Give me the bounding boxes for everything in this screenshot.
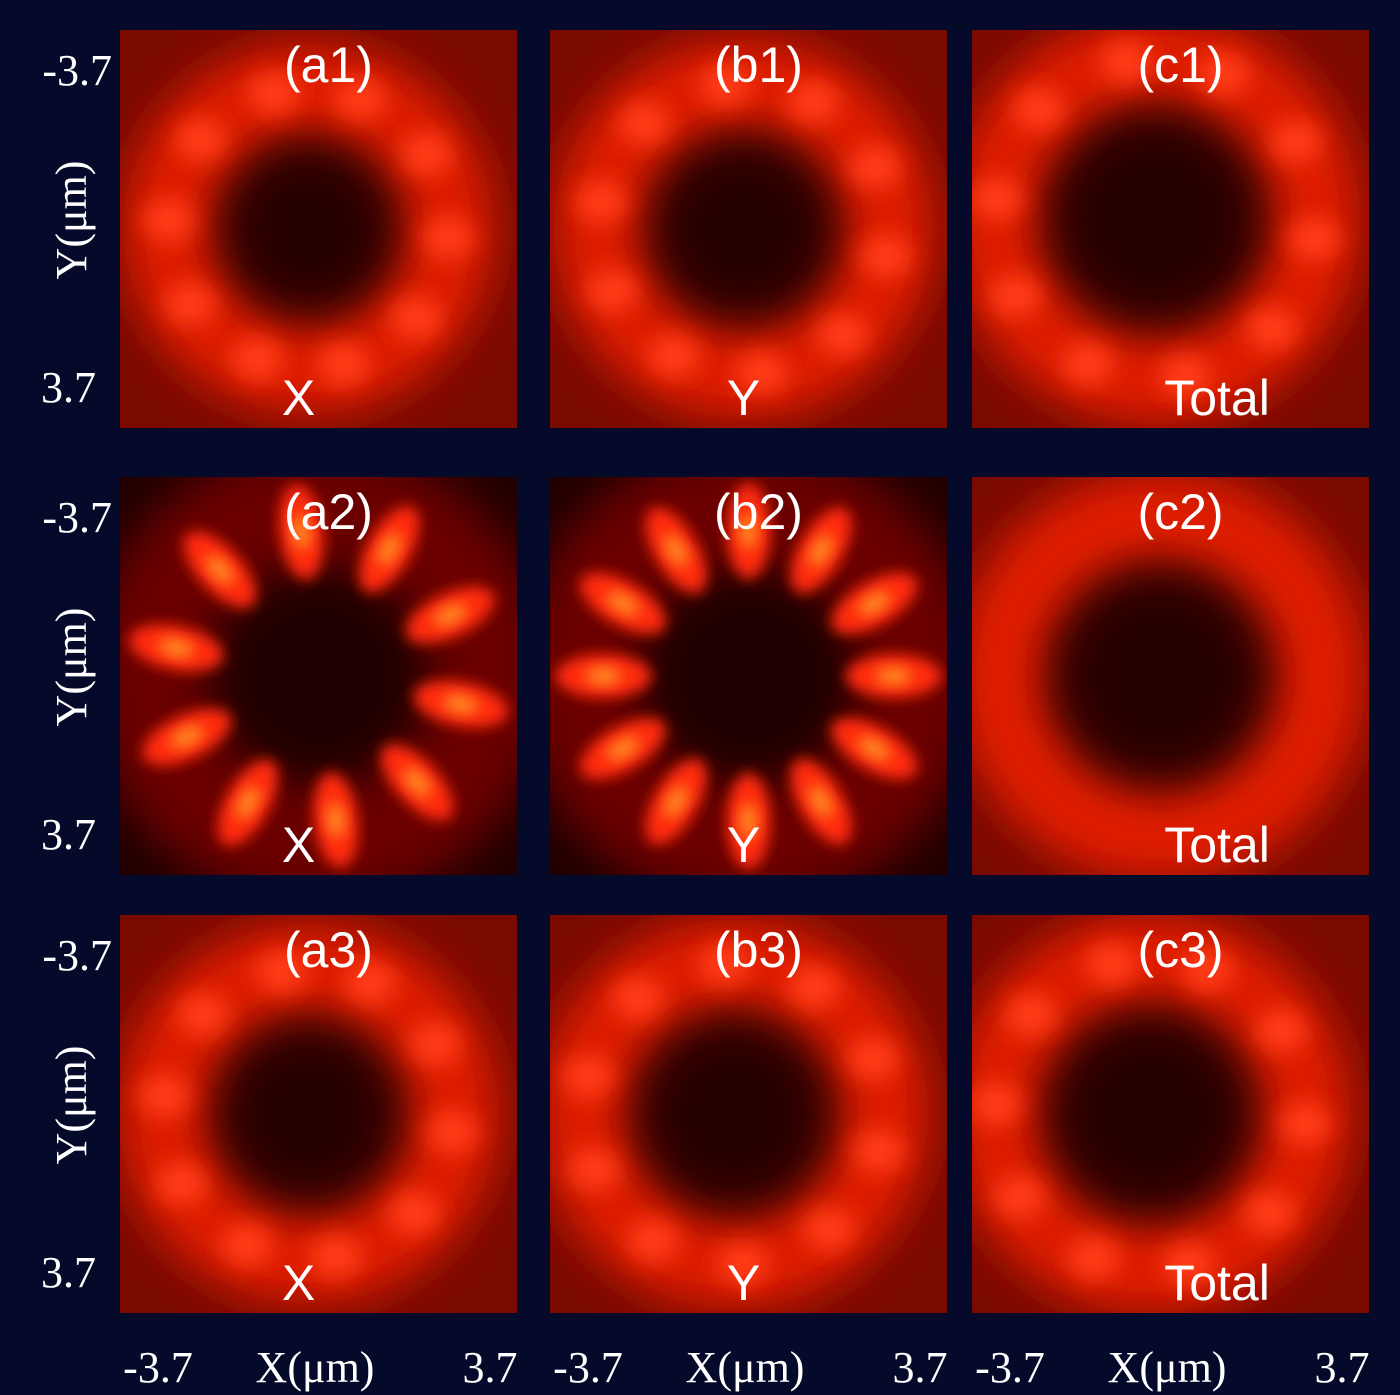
lobe bbox=[817, 313, 869, 357]
lobe bbox=[618, 101, 670, 145]
y-label: Y(μm) bbox=[47, 161, 96, 280]
panel-label: (a1) bbox=[284, 37, 373, 93]
core bbox=[654, 139, 834, 319]
x-left: -3.7 bbox=[123, 1343, 193, 1392]
component-label: X bbox=[282, 370, 315, 426]
page: (a1) X (b1) Y (c1) Total (a2) X (b2) Y (c2) Total (a… bbox=[0, 0, 1400, 1395]
panel-label: (c1) bbox=[1137, 37, 1223, 93]
lobe bbox=[994, 1175, 1046, 1219]
lobe bbox=[562, 1055, 614, 1099]
lobe bbox=[853, 1129, 905, 1173]
component-label: Total bbox=[1164, 1255, 1270, 1311]
lobe bbox=[648, 334, 700, 378]
petal-core bbox=[586, 667, 622, 685]
lobe bbox=[1086, 942, 1138, 986]
x-right: 3.7 bbox=[463, 1343, 518, 1392]
y-top: -3.7 bbox=[42, 46, 112, 95]
x-right: 3.7 bbox=[893, 1343, 948, 1392]
x-left: -3.7 bbox=[975, 1343, 1045, 1392]
panel-label: (c3) bbox=[1137, 922, 1223, 978]
lobe bbox=[139, 1074, 191, 1118]
panel-label: (b3) bbox=[714, 922, 803, 978]
lobe bbox=[310, 1234, 362, 1278]
y-label: Y(μm) bbox=[47, 1046, 96, 1165]
panel-label: (b1) bbox=[714, 37, 803, 93]
component-label: Total bbox=[1164, 817, 1270, 873]
x-label: X(μm) bbox=[686, 1343, 805, 1392]
lobe bbox=[164, 282, 216, 326]
lobe bbox=[575, 180, 627, 224]
core bbox=[1051, 1014, 1251, 1214]
x-label: X(μm) bbox=[1108, 1343, 1227, 1392]
x-label: X(μm) bbox=[256, 1343, 375, 1392]
lobe bbox=[143, 198, 195, 242]
x-right: 3.7 bbox=[1315, 1343, 1370, 1392]
component-label: Y bbox=[727, 817, 760, 873]
lobe bbox=[1013, 87, 1065, 131]
lobe bbox=[422, 216, 474, 260]
lobe bbox=[1005, 993, 1057, 1037]
lobe bbox=[401, 132, 453, 176]
y-bottom: 3.7 bbox=[41, 1248, 96, 1297]
component-label: Total bbox=[1164, 370, 1270, 426]
lobe bbox=[1244, 1191, 1296, 1235]
core bbox=[219, 1024, 399, 1204]
lobe bbox=[221, 1223, 273, 1267]
lobe bbox=[410, 1022, 462, 1066]
lobe bbox=[388, 1191, 440, 1235]
figure: (a1) X (b1) Y (c1) Total (a2) X (b2) Y (c2) Total (a… bbox=[0, 0, 1400, 1395]
component-label: Y bbox=[727, 1255, 760, 1311]
core bbox=[639, 1019, 829, 1209]
y-label: Y(μm) bbox=[47, 608, 96, 727]
lobe bbox=[849, 145, 901, 189]
lobe bbox=[568, 1147, 620, 1191]
lobe bbox=[627, 1219, 679, 1263]
lobe bbox=[970, 1082, 1022, 1126]
lobe bbox=[1288, 217, 1340, 261]
component-label: Y bbox=[727, 370, 760, 426]
lobe bbox=[847, 1037, 899, 1081]
lobe bbox=[612, 976, 664, 1020]
panel-label: (b2) bbox=[714, 484, 803, 540]
lobe bbox=[1270, 120, 1322, 164]
lobe bbox=[175, 118, 227, 162]
lobe bbox=[390, 296, 442, 340]
lobe bbox=[989, 274, 1041, 318]
core bbox=[224, 144, 394, 314]
panel-label: (a2) bbox=[284, 484, 373, 540]
panel-label: (c2) bbox=[1137, 484, 1223, 540]
lobe bbox=[803, 1208, 855, 1252]
y-bottom: 3.7 bbox=[41, 363, 96, 412]
petal-core bbox=[876, 667, 912, 685]
panel-label: (a3) bbox=[284, 922, 373, 978]
y-top: -3.7 bbox=[42, 493, 112, 542]
lobe bbox=[231, 337, 283, 381]
y-top: -3.7 bbox=[42, 931, 112, 980]
core bbox=[1056, 571, 1266, 781]
lobe bbox=[1061, 342, 1113, 386]
component-label: X bbox=[282, 817, 315, 873]
lobe bbox=[177, 993, 229, 1037]
lobe bbox=[1067, 1236, 1119, 1280]
lobe bbox=[317, 343, 369, 387]
core bbox=[1051, 114, 1261, 324]
lobe bbox=[1279, 1102, 1331, 1146]
x-left: -3.7 bbox=[553, 1343, 623, 1392]
lobe bbox=[1255, 1009, 1307, 1053]
lobe bbox=[426, 1110, 478, 1154]
lobe bbox=[586, 269, 638, 313]
lobe bbox=[1246, 307, 1298, 351]
y-bottom: 3.7 bbox=[41, 810, 96, 859]
lobe bbox=[860, 234, 912, 278]
component-label: X bbox=[282, 1255, 315, 1311]
lobe bbox=[971, 177, 1023, 221]
lobe bbox=[155, 1162, 207, 1206]
